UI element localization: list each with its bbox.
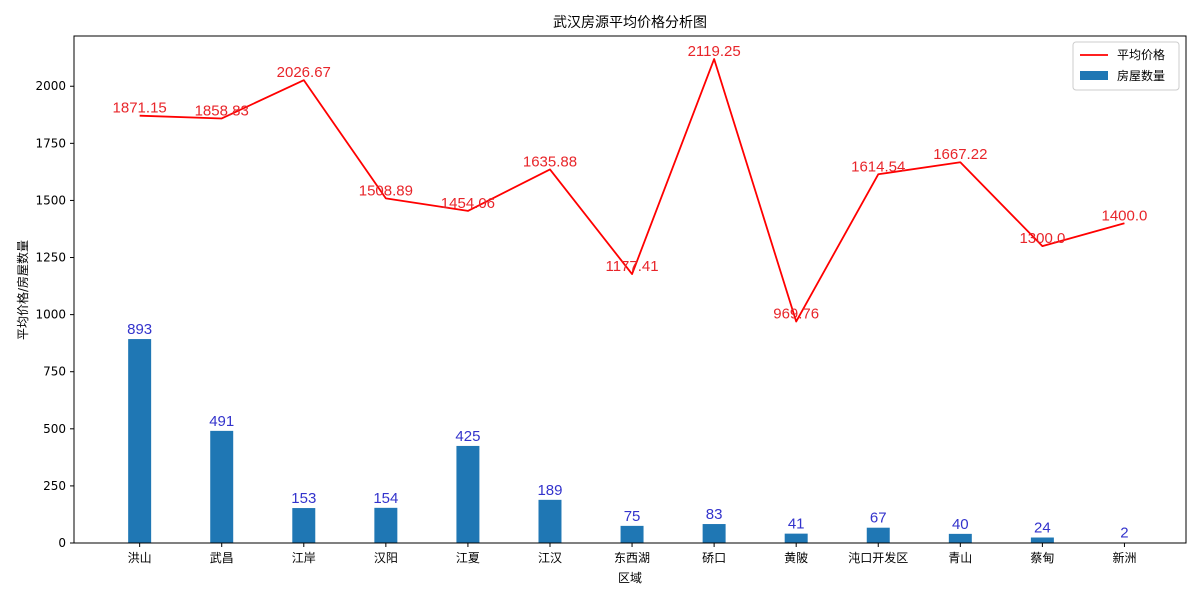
line-value-label: 1454.06 [441,195,495,212]
line-value-label: 2119.25 [688,43,741,60]
x-axis-title: 区域 [618,571,642,585]
bar-value-label: 425 [455,428,480,445]
bar-value-label: 40 [952,516,969,533]
legend-label-house-count: 房屋数量 [1117,68,1165,83]
y-tick-label: 1750 [35,136,66,150]
y-tick-label: 1000 [35,308,66,322]
bar-value-label: 24 [1034,520,1051,537]
line-value-label: 1400.0 [1102,207,1148,224]
x-tick-label: 黄陂 [784,550,808,565]
line-value-label: 2026.67 [277,64,331,81]
x-tick-label: 洪山 [128,551,152,565]
bar-9 [784,533,808,543]
bar-3 [292,508,316,543]
line-value-label: 1614.54 [851,158,905,175]
y-tick-label: 2000 [35,79,66,93]
bar-4 [374,507,398,543]
line-value-label: 1667.22 [933,146,987,163]
line-series-avg-price [139,58,1125,323]
line-value-label: 1177.41 [605,258,658,275]
y-tick-label: 500 [43,422,66,436]
bar-value-label: 83 [706,506,723,523]
x-tick-label: 汉阳 [374,551,398,565]
bar-value-label: 2 [1120,525,1128,542]
y-tick-label: 750 [43,365,66,379]
legend-swatch-bar [1080,71,1108,80]
x-tick-label: 青山 [948,551,972,565]
x-tick-label: 硚口 [702,551,726,565]
bar-2 [210,430,234,543]
line-value-label: 1300.0 [1019,230,1065,247]
line-value-label: 1858.83 [195,102,249,119]
bar-value-label: 893 [127,321,152,338]
bar-12 [1030,537,1054,543]
bar-11 [948,533,972,543]
x-tick-label: 蔡甸 [1030,551,1054,565]
bar-1 [128,339,152,543]
x-tick-label: 新洲 [1112,550,1136,565]
y-tick-label: 250 [43,479,66,493]
chart-title: 武汉房源平均价格分析图 [553,15,707,31]
bar-7 [620,525,644,543]
bar-value-label: 75 [624,508,641,525]
bar-value-label: 153 [291,490,316,507]
bar-value-label: 189 [537,482,562,499]
x-tick-label: 沌口开发区 [848,550,908,565]
bar-8 [702,524,726,543]
x-tick-label: 东西湖 [614,550,650,565]
line-value-label: 1871.15 [113,100,167,117]
bar-6 [538,499,562,543]
y-tick-label: 0 [58,536,66,550]
legend-label-avg-price: 平均价格 [1117,47,1165,62]
bar-value-label: 491 [209,413,234,430]
line-value-label: 969.76 [773,306,819,323]
line-value-label: 1508.89 [359,182,413,199]
x-tick-label: 江岸 [292,551,316,565]
x-tick-label: 江汉 [538,551,562,565]
line-value-label: 1635.88 [523,153,577,170]
bar-value-label: 154 [373,490,398,507]
bar-value-label: 67 [870,510,887,527]
x-tick-label: 江夏 [456,551,480,565]
bar-value-label: 41 [788,516,805,533]
bar-5 [456,445,480,543]
y-tick-label: 1500 [35,193,66,207]
y-tick-label: 1250 [35,251,66,265]
plot-area: 893 491 153 154 425 189 75 83 41 67 40 24 2 1871.15 18… [35,35,1187,565]
x-tick-label: 武昌 [210,551,234,565]
bar-10 [866,527,890,543]
y-axis-title: 平均价格/房屋数量 [15,240,30,340]
plot-frame [73,35,1187,544]
